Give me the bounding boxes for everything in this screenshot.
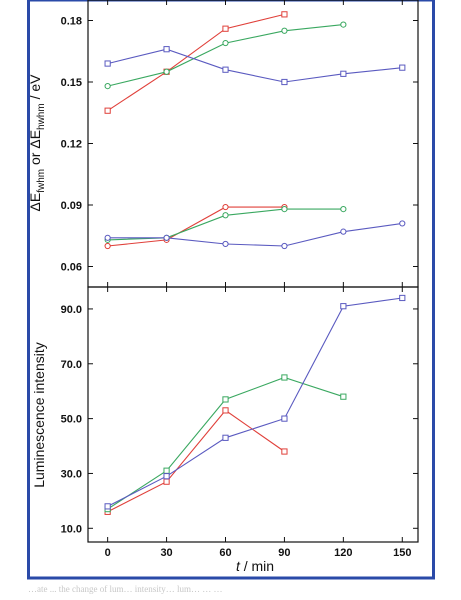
top-series-3-point — [104, 60, 111, 67]
x-axis-title: t / min — [236, 558, 274, 574]
bottom-y-tick-label: 30.0 — [61, 468, 82, 480]
x-tick-label: 30 — [160, 547, 172, 559]
top-series-4-point — [104, 242, 111, 250]
bottom-y-axis-title: Luminescence intensity — [31, 342, 47, 488]
top-series-2-point — [104, 83, 111, 90]
x-tick-label: 150 — [393, 547, 411, 559]
bottom-y-tick-label: 50.0 — [61, 414, 82, 426]
x-tick-label: 60 — [219, 547, 231, 559]
bottom-series-3-point — [399, 294, 406, 302]
bottom-series-1-point — [281, 448, 288, 455]
top-series-3-point — [163, 46, 170, 53]
top-series-1-point — [222, 25, 229, 32]
top-series-3-point — [281, 78, 288, 86]
top-series-3-point — [222, 66, 229, 73]
top-series-6-point — [281, 242, 288, 250]
top-series-5-point — [281, 206, 288, 213]
bottom-series-1-point — [222, 407, 229, 414]
top-series-6-point — [340, 228, 347, 235]
top-y-axis-title: ΔEfwhm or ΔEhwhm / eV — [27, 74, 47, 212]
bottom-y-tick-label: 90.0 — [61, 304, 82, 316]
bottom-y-ticks: 10.0 30.0 50.0 70.0 90.0 — [61, 304, 418, 535]
top-y-tick-label: 0.12 — [61, 139, 82, 151]
top-y-ticks: 0.06 0.09 0.12 0.15 0.18 — [61, 16, 418, 274]
bottom-series-3-line — [107, 297, 403, 507]
top-series-6-point — [104, 234, 111, 241]
top-series-5-point — [222, 212, 229, 219]
top-series-3-line — [107, 48, 403, 83]
bottom-y-tick-label: 10.0 — [61, 523, 82, 535]
top-series-4-point — [222, 203, 229, 211]
top-series-3-point — [340, 70, 347, 77]
top-y-tick-label: 0.18 — [61, 16, 82, 28]
top-y-tick-label: 0.09 — [61, 200, 82, 212]
top-series-3-point — [399, 64, 406, 71]
top-series-6-point — [222, 240, 229, 248]
bottom-series-3-point — [222, 434, 229, 441]
top-ylabel-part-1: ΔE — [27, 193, 43, 212]
x-axis-title-italic: t — [236, 558, 241, 574]
caption-fragment: …ate ... the change of lum… intensity… l… — [28, 584, 223, 594]
bottom-series-3-point — [340, 303, 347, 310]
top-y-tick-label: 0.15 — [61, 77, 82, 89]
bottom-series-2-point — [222, 396, 229, 403]
bottom-series-1-point — [163, 478, 170, 485]
top-series-2-point — [281, 27, 288, 34]
bottom-series-3-point — [281, 415, 288, 422]
x-ticks: 0 30 60 90 120 150 — [105, 0, 411, 559]
top-ylabel-part-5: / eV — [27, 74, 43, 103]
top-y-tick-label: 0.06 — [61, 262, 82, 274]
bottom-series-2-point — [340, 393, 347, 400]
top-series-1-line — [107, 13, 285, 112]
top-ylabel-part-4: hwhm — [36, 103, 47, 130]
figure-border — [27, 0, 435, 580]
top-series-1-point — [104, 107, 111, 114]
bottom-series-2-point — [163, 467, 170, 474]
bottom-y-tick-label: 70.0 — [61, 359, 82, 371]
top-series-2-point — [222, 39, 229, 47]
bottom-plot-frame — [87, 286, 419, 543]
top-series-4-line — [107, 206, 285, 247]
top-series-1-point — [281, 11, 288, 18]
x-tick-label: 120 — [334, 547, 352, 559]
top-ylabel-part-3: or ΔE — [27, 130, 43, 169]
bottom-series-2-point — [281, 374, 288, 381]
bottom-series-1-line — [107, 409, 285, 513]
top-series-2-point — [163, 68, 170, 75]
bottom-series-3-point — [163, 473, 170, 480]
top-series-6-line — [107, 222, 403, 247]
x-tick-label: 90 — [278, 547, 290, 559]
top-series-5-point — [340, 206, 347, 213]
bottom-series-group — [104, 294, 406, 515]
bottom-series-3-point — [104, 503, 111, 510]
x-axis-title-rest: / min — [240, 558, 274, 574]
top-series-group — [104, 11, 406, 250]
top-ylabel-part-2: fwhm — [36, 169, 47, 193]
top-series-6-point — [399, 220, 406, 227]
top-series-6-point — [163, 234, 170, 241]
top-plot-frame — [87, 0, 419, 288]
x-tick-label: 0 — [105, 547, 111, 559]
top-series-2-point — [340, 21, 347, 28]
